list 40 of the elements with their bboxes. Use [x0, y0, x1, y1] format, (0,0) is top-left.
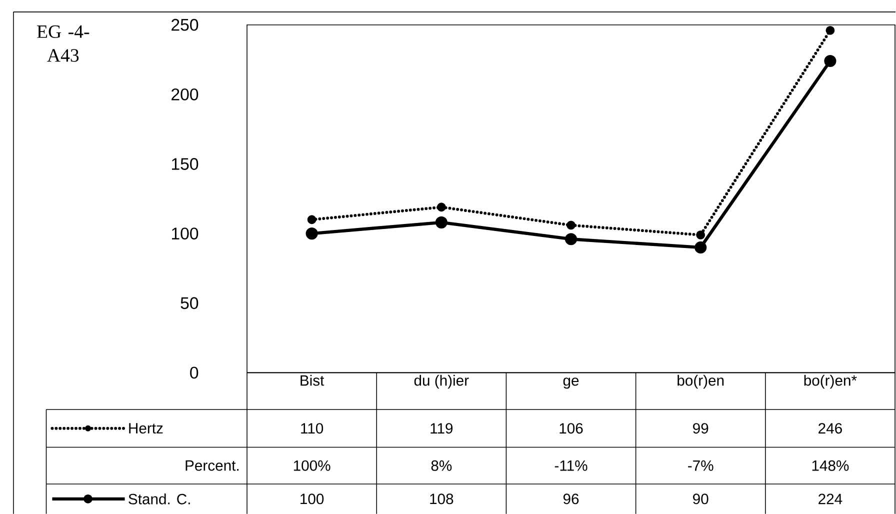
data-label: 96	[563, 494, 579, 504]
point	[694, 242, 707, 254]
text: Percent.	[186, 460, 238, 471]
y-tick-label: 100	[172, 228, 198, 240]
x-tick-label: du (h)ier	[414, 374, 469, 389]
x-tick-label: ge	[563, 378, 579, 389]
x-tick-label: bo(r)en*	[804, 374, 857, 389]
data-label: 224	[818, 494, 842, 504]
data-label: 108	[430, 494, 454, 504]
point	[435, 216, 448, 229]
y-tick-label: 50	[180, 297, 198, 310]
data-label: 119	[430, 423, 453, 434]
text: -7%	[688, 460, 714, 471]
text: EG -4- A43	[37, 25, 90, 62]
text: 8%	[431, 460, 452, 471]
data-label: 110	[301, 423, 324, 434]
legend-label: Hertz	[129, 423, 163, 434]
text: -11%	[554, 460, 588, 471]
data-label: 106	[560, 423, 583, 434]
x-tick-label: Bist	[300, 374, 324, 386]
point	[566, 220, 576, 230]
data-label: 90	[693, 494, 708, 504]
y-tick-label: 150	[172, 158, 198, 170]
point	[306, 228, 318, 240]
text: 148%	[812, 460, 849, 471]
point	[696, 230, 706, 240]
y-tick-label: 0	[190, 366, 198, 379]
data-label: 99	[693, 423, 708, 434]
x-tick-label: bo(r)en	[678, 374, 724, 389]
text: 100%	[294, 460, 330, 471]
point	[436, 202, 446, 212]
point	[564, 233, 578, 246]
point	[307, 215, 316, 224]
y-tick-label: 200	[172, 88, 198, 100]
data-label: 246	[818, 423, 842, 434]
point	[826, 26, 835, 35]
y-tick-label: 250	[172, 18, 198, 31]
data-label: 100	[300, 494, 324, 504]
point	[824, 55, 836, 68]
legend-label: Stand. C.	[128, 494, 190, 504]
